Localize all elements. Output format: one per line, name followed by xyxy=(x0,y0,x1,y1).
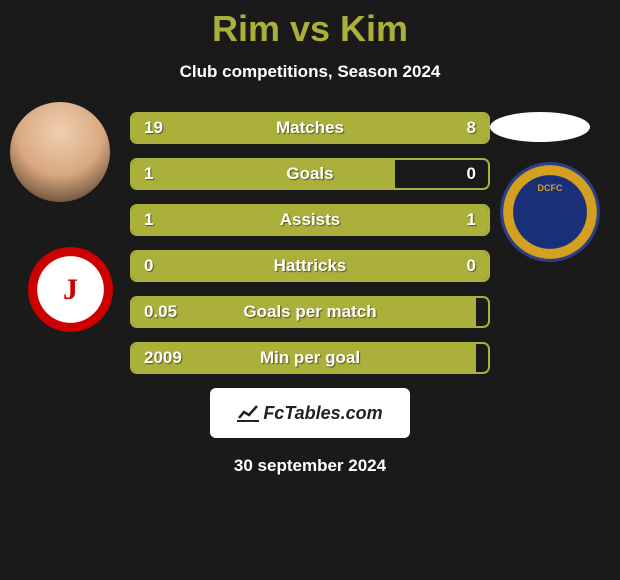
stat-right-value: 8 xyxy=(367,114,488,142)
page-subtitle: Club competitions, Season 2024 xyxy=(0,62,620,82)
watermark-text: FcTables.com xyxy=(263,403,382,424)
stat-row: 198Matches xyxy=(130,112,490,144)
comparison-card: Rim vs Kim Club competitions, Season 202… xyxy=(0,0,620,476)
stat-right-value: 0 xyxy=(395,160,488,188)
stat-row: 00Hattricks xyxy=(130,250,490,282)
stat-left-value: 2009 xyxy=(132,344,476,372)
player2-avatar xyxy=(490,112,590,142)
stat-left-value: 0.05 xyxy=(132,298,476,326)
comparison-date: 30 september 2024 xyxy=(0,456,620,476)
stat-right-value: 1 xyxy=(310,206,488,234)
stat-row: 11Assists xyxy=(130,204,490,236)
stat-row: 0.05Goals per match xyxy=(130,296,490,328)
stat-rows: 198Matches 10Goals 11Assists 00Hattricks 0.0… xyxy=(130,112,490,374)
stat-right-value xyxy=(476,344,488,372)
stat-left-value: 19 xyxy=(132,114,367,142)
chart-line-icon xyxy=(237,404,259,422)
stat-right-value xyxy=(476,298,488,326)
stat-row: 2009Min per goal xyxy=(130,342,490,374)
player1-avatar xyxy=(10,102,110,202)
stat-right-value: 0 xyxy=(310,252,488,280)
stat-left-value: 1 xyxy=(132,160,395,188)
chart-area: 198Matches 10Goals 11Assists 00Hattricks 0.0… xyxy=(0,112,620,476)
stat-left-value: 0 xyxy=(132,252,310,280)
stat-row: 10Goals xyxy=(130,158,490,190)
page-title: Rim vs Kim xyxy=(0,8,620,50)
stat-left-value: 1 xyxy=(132,206,310,234)
watermark-badge: FcTables.com xyxy=(210,388,410,438)
player2-club-badge xyxy=(500,162,600,262)
player1-club-badge xyxy=(28,247,113,332)
